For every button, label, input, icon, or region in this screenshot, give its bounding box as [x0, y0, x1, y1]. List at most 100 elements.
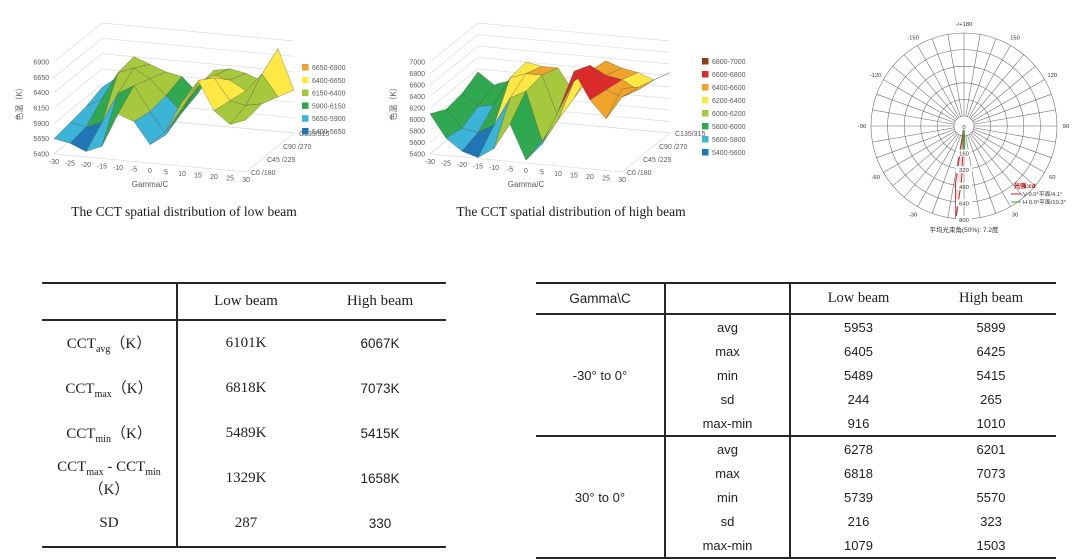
x-axis-tick-label: -20 [457, 162, 467, 169]
surface-facet [229, 103, 263, 125]
polar-angle-label: -90 [858, 124, 866, 130]
x-axis-tick-label: 0 [524, 168, 528, 175]
x-axis-tick-label: 30 [618, 177, 626, 184]
radial-label-bg [956, 199, 972, 207]
cct-surface-chart-low-beam: 5400 5650 5900 6150 6400 6650 6900 -30 -25 -20 -15… [14, 22, 346, 189]
legend-label: 6600-6800 [712, 72, 746, 79]
x-axis-tick-label: -5 [131, 167, 137, 174]
legend-swatch [702, 71, 709, 78]
stat-label: sd [665, 387, 791, 411]
polar-spoke [965, 34, 981, 117]
chart-caption-high-beam: The CCT spatial distribution of high bea… [456, 204, 686, 219]
stat-label: sd [665, 509, 791, 533]
x-axis-tick-label: 5 [540, 170, 544, 177]
depth-axis-label: C0 /180 [627, 170, 652, 177]
polar-angle-label: 60 [1049, 175, 1055, 181]
polar-spoke [967, 38, 997, 117]
y-axis-title: 色温（K） [14, 83, 24, 120]
polar-spoke [947, 135, 963, 218]
depth-axis-label: C90 /270 [283, 144, 312, 151]
legend-swatch [702, 84, 709, 91]
y-axis-tick-label: 6600 [409, 83, 425, 90]
polar-radial-tick-label: 800 [959, 218, 969, 224]
header-low-beam: Low beam [214, 293, 278, 309]
table-row: -30° to 0° avg 5953 5899 [536, 314, 1056, 436]
polar-angle-label: 120 [1047, 73, 1057, 79]
x-axis-tick-label: -10 [489, 165, 499, 172]
polar-caption: 平均光束角(50%): 7.2度 [930, 225, 999, 234]
high-beam-value: 330 [368, 516, 392, 531]
polar-spoke [883, 79, 956, 122]
legend-swatch [702, 123, 709, 130]
radial-label-bg [956, 166, 972, 174]
back-wall-gridline [429, 45, 671, 86]
high-beam-value: 7073K [360, 381, 400, 396]
y-axis-tick-label: 6150 [33, 106, 49, 113]
high-beam-value: 6067K [360, 336, 400, 351]
table-row: CCTmin（K） 5489K 5415K [42, 411, 446, 456]
polar-radial-tick-label: 0 [962, 125, 965, 131]
polar-spoke [947, 34, 963, 117]
polar-legend-title: 光强:cd [1013, 182, 1036, 190]
depth-axis-label: C45 /225 [643, 157, 672, 164]
polar-spoke [917, 45, 960, 118]
x-axis-tick-label: -25 [65, 161, 75, 168]
header-empty [665, 283, 791, 314]
polar-spoke [876, 93, 955, 123]
low-beam-value: 287 [234, 515, 258, 531]
table-row: CCTavg（K） 6101K 6067K [42, 320, 446, 366]
y-axis-tick-label: 6000 [409, 117, 425, 124]
polar-angle-label: -30 [909, 212, 917, 218]
legend-swatch [302, 76, 309, 84]
high-beam-value: 323 [980, 513, 1002, 529]
table-header-row: Low beam High beam [42, 283, 446, 320]
legend-label: 5600-5800 [712, 137, 746, 144]
header-low-beam: Low beam [827, 290, 890, 306]
x-axis-tick-label: 20 [210, 174, 218, 181]
depth-axis-label: C0 /180 [251, 170, 276, 177]
polar-angle-label: -60 [871, 175, 879, 181]
table-header-row: Gamma\C Low beam High beam [536, 283, 1056, 314]
surface-facet [605, 86, 639, 119]
legend-swatch [702, 97, 709, 104]
low-beam-value: 1079 [844, 537, 873, 553]
polar-spoke [968, 45, 1011, 118]
legend-label: 5400-5600 [712, 150, 746, 157]
x-axis-tick-label: 5 [164, 170, 168, 177]
legend-label: 6000-6200 [712, 111, 746, 118]
high-beam-value: 5899 [976, 319, 1006, 335]
low-beam-value: 6405 [844, 343, 873, 359]
table-row: 30° to 0° avg 6278 6201 [536, 436, 1056, 558]
polar-angle-label: -150 [907, 36, 919, 42]
legend-swatch [702, 110, 709, 117]
polar-legend-label: V 0.0°平面/4.1° [1023, 191, 1062, 198]
legend-swatch [302, 89, 309, 97]
gamma-statistics-table: Gamma\C Low beam High beam -30° to 0° avg… [536, 282, 1056, 559]
low-beam-value: 5489K [225, 425, 267, 441]
x-axis-tick-label: 10 [178, 171, 186, 178]
y-axis-tick-label: 7000 [409, 60, 425, 67]
table-row: sd 244 265 [536, 387, 1056, 411]
polar-spoke [973, 129, 1052, 159]
polar-angle-label: 150 [1010, 36, 1020, 42]
polar-spoke [965, 135, 981, 218]
back-wall-gridline [429, 22, 671, 63]
polar-spoke [971, 66, 1036, 120]
stat-label: max [665, 339, 791, 363]
polar-spoke [883, 130, 956, 173]
y-axis-tick-label: 5400 [409, 152, 425, 159]
row-label: SD [42, 501, 178, 547]
high-beam-value: 7073 [976, 465, 1006, 481]
low-beam-value: 244 [847, 391, 870, 407]
y-axis-tick-label: 5650 [33, 136, 49, 143]
high-beam-value: 6201 [976, 441, 1006, 457]
low-beam-value: 6818 [844, 465, 873, 481]
y-axis-tick-label: 6400 [33, 90, 49, 97]
x-axis-tick-label: 15 [194, 173, 202, 180]
legend-swatch [702, 149, 709, 156]
legend-swatch [302, 115, 309, 122]
polar-spoke [872, 109, 955, 125]
row-label: CCTmax - CCTmin（K） [42, 456, 178, 501]
x-axis-tick-label: -10 [113, 165, 123, 172]
x-axis-tick-label: 25 [602, 176, 610, 183]
